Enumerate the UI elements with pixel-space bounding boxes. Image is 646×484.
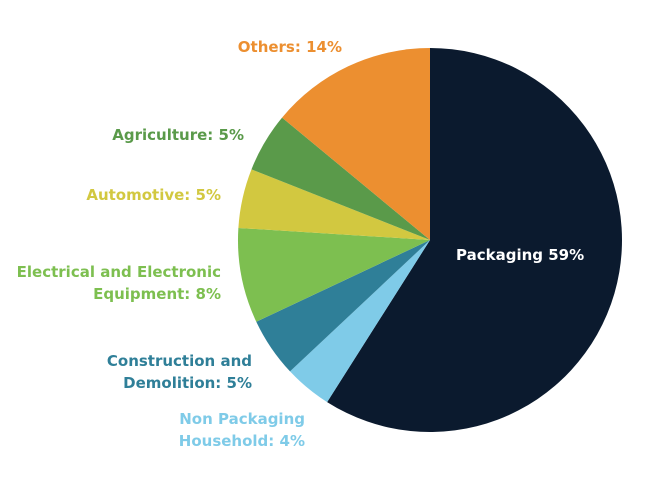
label-line: Equipment: 8% [93, 285, 221, 303]
label-line: Electrical and Electronic [16, 263, 221, 281]
label-electrical-electronic: Electrical and Electronic Equipment: 8% [0, 261, 221, 305]
label-others: Others: 14% [237, 38, 342, 56]
pie-slice-automotive [238, 169, 430, 240]
label-line: Household: 4% [178, 432, 305, 450]
pie-slice-agriculture [251, 117, 430, 240]
label-automotive: Automotive: 5% [86, 186, 221, 204]
label-agriculture: Agriculture: 5% [112, 126, 244, 144]
label-line: Construction and [106, 352, 252, 370]
pie-slice-packaging [327, 48, 622, 432]
label-line: Demolition: 5% [123, 374, 252, 392]
pie-slice-construction-and-demolition [256, 240, 430, 372]
label-line: Non Packaging [179, 410, 305, 428]
label-packaging: Packaging 59% [456, 246, 585, 264]
pie-slice-non-packaging-household [290, 240, 430, 403]
label-construction-demolition: Construction and Demolition: 5% [32, 350, 252, 394]
pie-slice-electrical-and-electronic-equipment [238, 227, 430, 322]
pie-slice-others [282, 48, 430, 240]
label-non-packaging-household: Non Packaging Household: 4% [105, 408, 305, 452]
